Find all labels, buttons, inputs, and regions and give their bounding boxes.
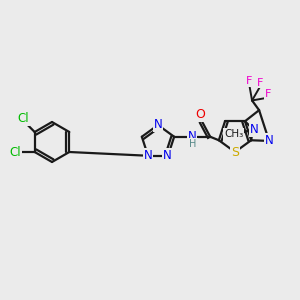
Text: CH₃: CH₃ xyxy=(224,129,243,139)
Text: N: N xyxy=(163,149,171,162)
Text: O: O xyxy=(195,108,205,121)
Text: N: N xyxy=(265,134,274,147)
Text: N: N xyxy=(188,130,197,143)
Text: N: N xyxy=(144,149,152,162)
Text: Cl: Cl xyxy=(18,112,29,125)
Text: F: F xyxy=(246,76,253,86)
Text: H: H xyxy=(190,139,197,149)
Text: F: F xyxy=(257,78,263,88)
Text: N: N xyxy=(250,123,258,136)
Text: Cl: Cl xyxy=(10,146,22,158)
Text: F: F xyxy=(265,89,271,99)
Text: S: S xyxy=(231,146,239,158)
Text: N: N xyxy=(154,118,162,131)
